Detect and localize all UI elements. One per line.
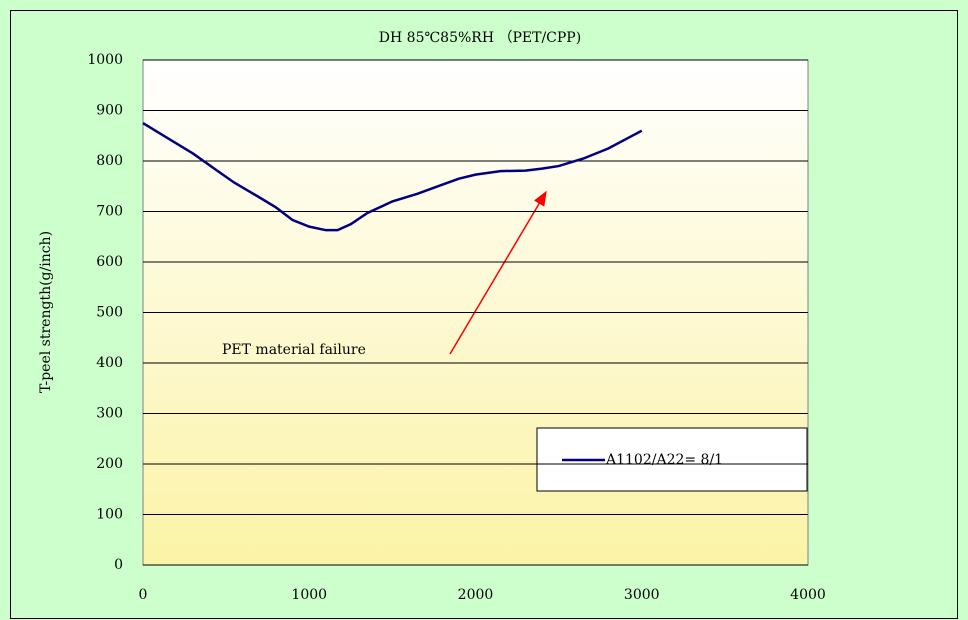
y-tick-label: 1000 bbox=[87, 52, 123, 68]
x-tick-label: 0 bbox=[139, 587, 148, 603]
annotation-arrow bbox=[449, 190, 547, 355]
y-tick-label: 100 bbox=[96, 507, 123, 523]
chart-title: DH 85℃85%RH （PET/CPP) bbox=[379, 30, 581, 46]
y-tick-label: 800 bbox=[96, 153, 123, 169]
y-tick-label: 600 bbox=[96, 254, 123, 270]
y-tick-label: 400 bbox=[96, 355, 123, 371]
frame bbox=[10, 10, 958, 619]
y-tick-label: 300 bbox=[96, 406, 123, 422]
y-axis-label: T-peel strength(g/inch) bbox=[38, 231, 54, 393]
y-tick-label: 0 bbox=[114, 557, 123, 573]
x-tick-label: 3000 bbox=[624, 587, 660, 603]
x-tick-label: 4000 bbox=[790, 587, 826, 603]
y-tick-label: 700 bbox=[96, 204, 123, 220]
y-tick-label: 200 bbox=[96, 456, 123, 472]
y-tick-label: 900 bbox=[96, 103, 123, 119]
annotation: PET material failure bbox=[222, 342, 366, 358]
y-tick-label: 500 bbox=[96, 305, 123, 321]
x-tick-label: 2000 bbox=[458, 587, 494, 603]
legend-label: A1102/A22= 8/1 bbox=[605, 452, 723, 468]
x-tick-label: 1000 bbox=[291, 587, 327, 603]
data-line bbox=[142, 122, 643, 232]
